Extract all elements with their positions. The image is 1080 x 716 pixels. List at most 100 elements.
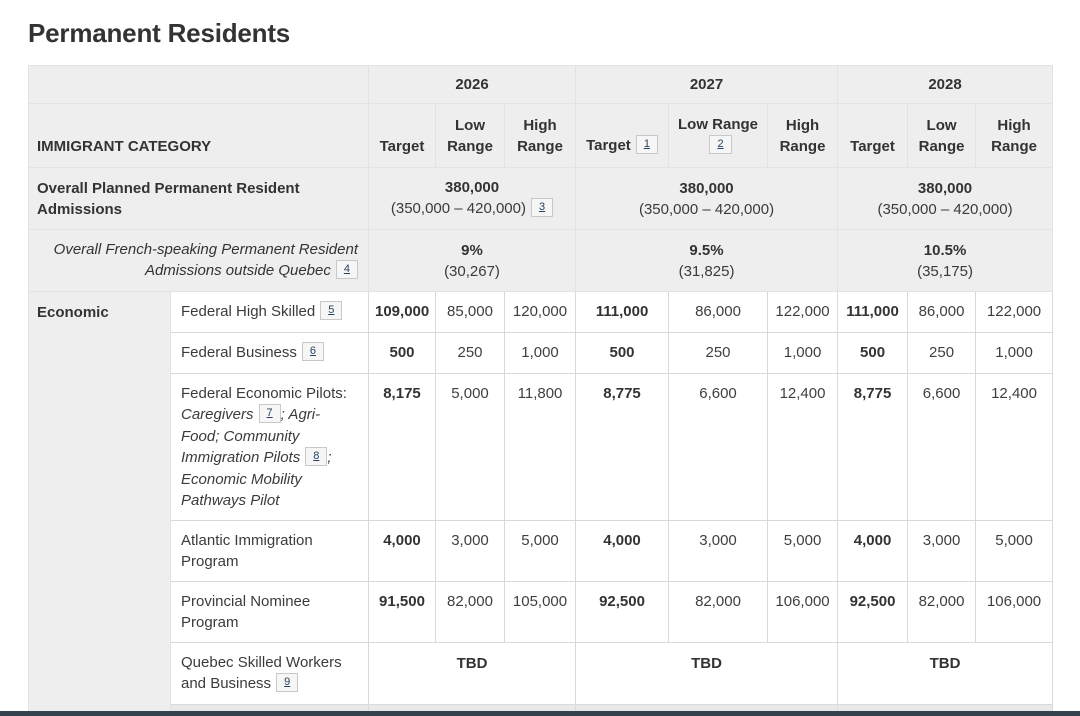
pilots-label-caregivers: Caregivers bbox=[181, 406, 254, 423]
federal-high-skilled-row: Economic Federal High Skilled 5 109,000 8… bbox=[28, 291, 1054, 716]
column-header-row: IMMIGRANT CATEGORY Target Low Range High… bbox=[28, 103, 1054, 168]
quebec-skilled-workers-label-text: Quebec Skilled Workers and Business bbox=[181, 654, 342, 692]
overall-planned-2028-value: 380,000 bbox=[917, 179, 973, 197]
page-title: Permanent Residents bbox=[28, 18, 291, 48]
immigrant-category-header: IMMIGRANT CATEGORY bbox=[28, 103, 369, 168]
overall-planned-2028-cell: 380,000 (350,000 – 420,000) bbox=[837, 167, 1054, 230]
federal-economic-pilots-label: Federal Economic Pilots: Caregivers 7; Ag… bbox=[170, 373, 369, 521]
overall-planned-row: Overall Planned Permanent Resident Admis… bbox=[28, 167, 1054, 230]
french-speaking-label-text: Overall French-speaking Permanent Reside… bbox=[53, 241, 358, 279]
year-header-spacer bbox=[28, 65, 369, 104]
footnote-6-link[interactable]: 6 bbox=[301, 342, 325, 361]
footnote-4-link[interactable]: 4 bbox=[335, 260, 358, 279]
value-cell: 92,500 bbox=[575, 581, 670, 643]
french-speaking-2028-percent: 10.5% bbox=[923, 241, 967, 259]
value-cell: 92,500 bbox=[837, 581, 909, 643]
overall-planned-label: Overall Planned Permanent Resident Admis… bbox=[28, 167, 369, 230]
atlantic-immigration-row: Atlantic Immigration Program 4,000 3,000… bbox=[29, 520, 1054, 582]
footnote-3-link[interactable]: 3 bbox=[531, 198, 554, 217]
atlantic-immigration-label: Atlantic Immigration Program bbox=[170, 520, 369, 582]
year-header-2026: 2026 bbox=[367, 65, 577, 104]
year-header-2028: 2028 bbox=[837, 65, 1054, 104]
federal-business-label-text: Federal Business bbox=[181, 344, 297, 361]
overall-planned-2026-value: 380,000 bbox=[444, 179, 500, 196]
federal-business-row: Federal Business 6 500 250 1,000 500 250 … bbox=[29, 332, 1054, 374]
value-cell: 120,000 bbox=[503, 291, 577, 333]
value-cell: 111,000 bbox=[575, 291, 670, 333]
french-speaking-2028-cell: 10.5% (35,175) bbox=[837, 229, 1054, 292]
overall-planned-2027-value: 380,000 bbox=[679, 179, 734, 197]
low-range-header-2027-label: Low Range bbox=[678, 116, 759, 133]
value-cell: 106,000 bbox=[975, 581, 1054, 643]
value-cell: 82,000 bbox=[435, 581, 505, 643]
overall-planned-2026-range-text: (350,000 – 420,000) bbox=[390, 200, 526, 217]
quebec-tbd-2028: TBD bbox=[837, 642, 1054, 705]
french-speaking-label: Overall French-speaking Permanent Reside… bbox=[28, 229, 369, 292]
low-range-header-2028: Low Range bbox=[907, 103, 977, 168]
value-cell: 5,000 bbox=[767, 520, 839, 582]
value-cell: 5,000 bbox=[435, 373, 505, 521]
value-cell: 122,000 bbox=[767, 291, 839, 333]
value-cell: 250 bbox=[668, 332, 769, 374]
french-speaking-row: Overall French-speaking Permanent Reside… bbox=[28, 229, 1054, 292]
footnote-9-link[interactable]: 9 bbox=[276, 673, 299, 692]
french-speaking-2026-count: (30,267) bbox=[444, 262, 500, 280]
overall-planned-2027-range: (350,000 – 420,000) bbox=[638, 200, 775, 218]
footnote-7-link[interactable]: 7 bbox=[258, 404, 281, 423]
value-cell: 250 bbox=[907, 332, 977, 374]
federal-economic-pilots-row: Federal Economic Pilots: Caregivers 7; Ag… bbox=[29, 373, 1054, 521]
value-cell: 500 bbox=[575, 332, 670, 374]
value-cell: 105,000 bbox=[503, 581, 577, 643]
year-header-row: 2026 2027 2028 bbox=[28, 65, 1054, 104]
value-cell: 1,000 bbox=[503, 332, 577, 374]
value-cell: 500 bbox=[368, 332, 436, 374]
high-range-header-2026: High Range bbox=[503, 103, 577, 168]
federal-business-label: Federal Business 6 bbox=[170, 332, 369, 374]
value-cell: 12,400 bbox=[767, 373, 839, 521]
value-cell: 6,600 bbox=[907, 373, 977, 521]
value-cell: 8,775 bbox=[575, 373, 670, 521]
french-speaking-2026-cell: 9% (30,267) bbox=[367, 229, 577, 292]
value-cell: 12,400 bbox=[975, 373, 1054, 521]
target-header-2027-label: Target bbox=[586, 137, 631, 154]
overall-planned-2028-range: (350,000 – 420,000) bbox=[877, 200, 1013, 218]
high-range-header-2028: High Range bbox=[975, 103, 1054, 168]
target-header-2026: Target bbox=[368, 103, 436, 168]
value-cell: 6,600 bbox=[668, 373, 769, 521]
federal-high-skilled-label-text: Federal High Skilled bbox=[181, 303, 316, 320]
value-cell: 8,775 bbox=[837, 373, 909, 521]
footnote-5-link[interactable]: 5 bbox=[320, 301, 343, 320]
quebec-tbd-2027: TBD bbox=[575, 642, 839, 705]
value-cell: 4,000 bbox=[368, 520, 436, 582]
footnote-8-link[interactable]: 8 bbox=[305, 447, 328, 466]
value-cell: 500 bbox=[837, 332, 909, 374]
value-cell: 91,500 bbox=[368, 581, 436, 643]
target-header-2028: Target bbox=[837, 103, 909, 168]
quebec-skilled-workers-row: Quebec Skilled Workers and Business 9 TBD… bbox=[29, 642, 1054, 705]
value-cell: 85,000 bbox=[435, 291, 505, 333]
french-speaking-2027-count: (31,825) bbox=[678, 262, 735, 280]
value-cell: 111,000 bbox=[837, 291, 909, 333]
overall-planned-2027-cell: 380,000 (350,000 – 420,000) bbox=[575, 167, 839, 230]
permanent-residents-table: 2026 2027 2028 IMMIGRANT CATEGORY Target… bbox=[28, 65, 1054, 716]
provincial-nominee-row: Provincial Nominee Program 91,500 82,000… bbox=[29, 581, 1054, 643]
pilots-label-suffix: ; Economic Mobility Pathways Pilot bbox=[181, 449, 332, 509]
french-speaking-2027-percent: 9.5% bbox=[689, 241, 724, 259]
economic-group-label: Economic bbox=[28, 291, 171, 716]
french-speaking-2026-percent: 9% bbox=[461, 241, 483, 259]
low-range-header-2027: Low Range 2 bbox=[668, 103, 769, 168]
value-cell: 4,000 bbox=[837, 520, 909, 582]
low-range-header-2026: Low Range bbox=[435, 103, 505, 168]
value-cell: 86,000 bbox=[907, 291, 977, 333]
french-speaking-2027-cell: 9.5% (31,825) bbox=[575, 229, 839, 292]
footnote-2-link[interactable]: 2 bbox=[709, 135, 732, 154]
overall-planned-2026-cell: 380,000 (350,000 – 420,000) 3 bbox=[367, 167, 577, 230]
pilots-label-mid: ; Agri-Food; Community Immigration Pilot… bbox=[181, 406, 321, 466]
value-cell: 3,000 bbox=[435, 520, 505, 582]
value-cell: 109,000 bbox=[368, 291, 436, 333]
value-cell: 1,000 bbox=[975, 332, 1054, 374]
provincial-nominee-label: Provincial Nominee Program bbox=[170, 581, 369, 643]
viewport-bottom-edge bbox=[0, 711, 1080, 716]
footnote-1-link[interactable]: 1 bbox=[635, 135, 658, 154]
